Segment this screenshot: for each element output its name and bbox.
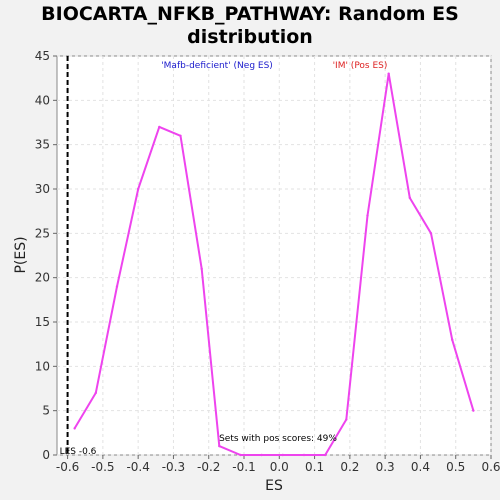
x-tick-label: 0.5 (446, 460, 465, 474)
series-points (73, 72, 475, 457)
x-tick-label: -0.4 (126, 460, 149, 474)
data-point (179, 134, 182, 137)
data-point (94, 391, 98, 395)
y-tick-label: 10 (35, 359, 50, 373)
y-tick-label: 20 (35, 271, 50, 285)
data-point (302, 453, 306, 457)
y-axis-label: P(ES) (13, 236, 29, 273)
data-point (345, 418, 348, 421)
data-point (200, 267, 203, 270)
neg-es-label: 'Mafb-deficient' (Neg ES) (161, 61, 273, 71)
y-tick-label: 0 (42, 448, 50, 462)
y-tick-label: 5 (42, 404, 50, 418)
x-tick-label: 0.0 (270, 460, 289, 474)
x-tick-label: 0.3 (376, 460, 395, 474)
data-point (136, 187, 140, 191)
x-tick-label: -0.2 (197, 460, 220, 474)
data-point (73, 427, 76, 430)
x-tick-label: 0.6 (481, 460, 500, 474)
data-point (472, 409, 475, 412)
y-tick-label: 15 (35, 315, 50, 329)
x-tick-label: -0.3 (162, 460, 185, 474)
y-tick-label: 40 (35, 93, 50, 107)
data-point (218, 444, 221, 448)
plot-area (56, 55, 492, 456)
y-tick-label: 35 (35, 138, 50, 152)
data-point (387, 72, 390, 75)
data-point (239, 453, 242, 457)
data-point (281, 453, 285, 457)
x-tick-label: -0.6 (56, 460, 79, 474)
data-point (323, 453, 327, 457)
data-point (366, 214, 369, 217)
x-tick-label: -0.1 (232, 460, 255, 474)
les-marker-label: LES -0.6 (60, 447, 97, 457)
x-tick-label: 0.2 (340, 460, 359, 474)
data-point (115, 285, 119, 288)
chart-title-line2: distribution (187, 26, 313, 48)
y-tick-label: 45 (35, 49, 50, 63)
x-axis-label: ES (265, 478, 283, 494)
data-point (450, 338, 454, 341)
data-point (158, 125, 161, 129)
data-point (260, 453, 263, 457)
series-line (73, 72, 475, 456)
x-tick-label: -0.5 (91, 460, 114, 474)
y-tick-label: 25 (35, 226, 50, 240)
x-tick-label: 0.1 (305, 460, 324, 474)
data-point (408, 196, 412, 200)
data-point (429, 232, 433, 235)
y-tick-label: 30 (35, 182, 50, 196)
pos-es-label: 'IM' (Pos ES) (333, 61, 388, 71)
x-tick-label: 0.4 (411, 460, 430, 474)
axis-ticks: -0.6 -0.5 -0.4 -0.3 -0.2 -0.1 0.0 0.1 0.2 0.3 0.4 0… (35, 49, 500, 474)
pos-scores-annotation: Sets with pos scores: 49% (219, 434, 337, 444)
chart-title-line1: BIOCARTA_NFKB_PATHWAY: Random ES (41, 3, 459, 25)
